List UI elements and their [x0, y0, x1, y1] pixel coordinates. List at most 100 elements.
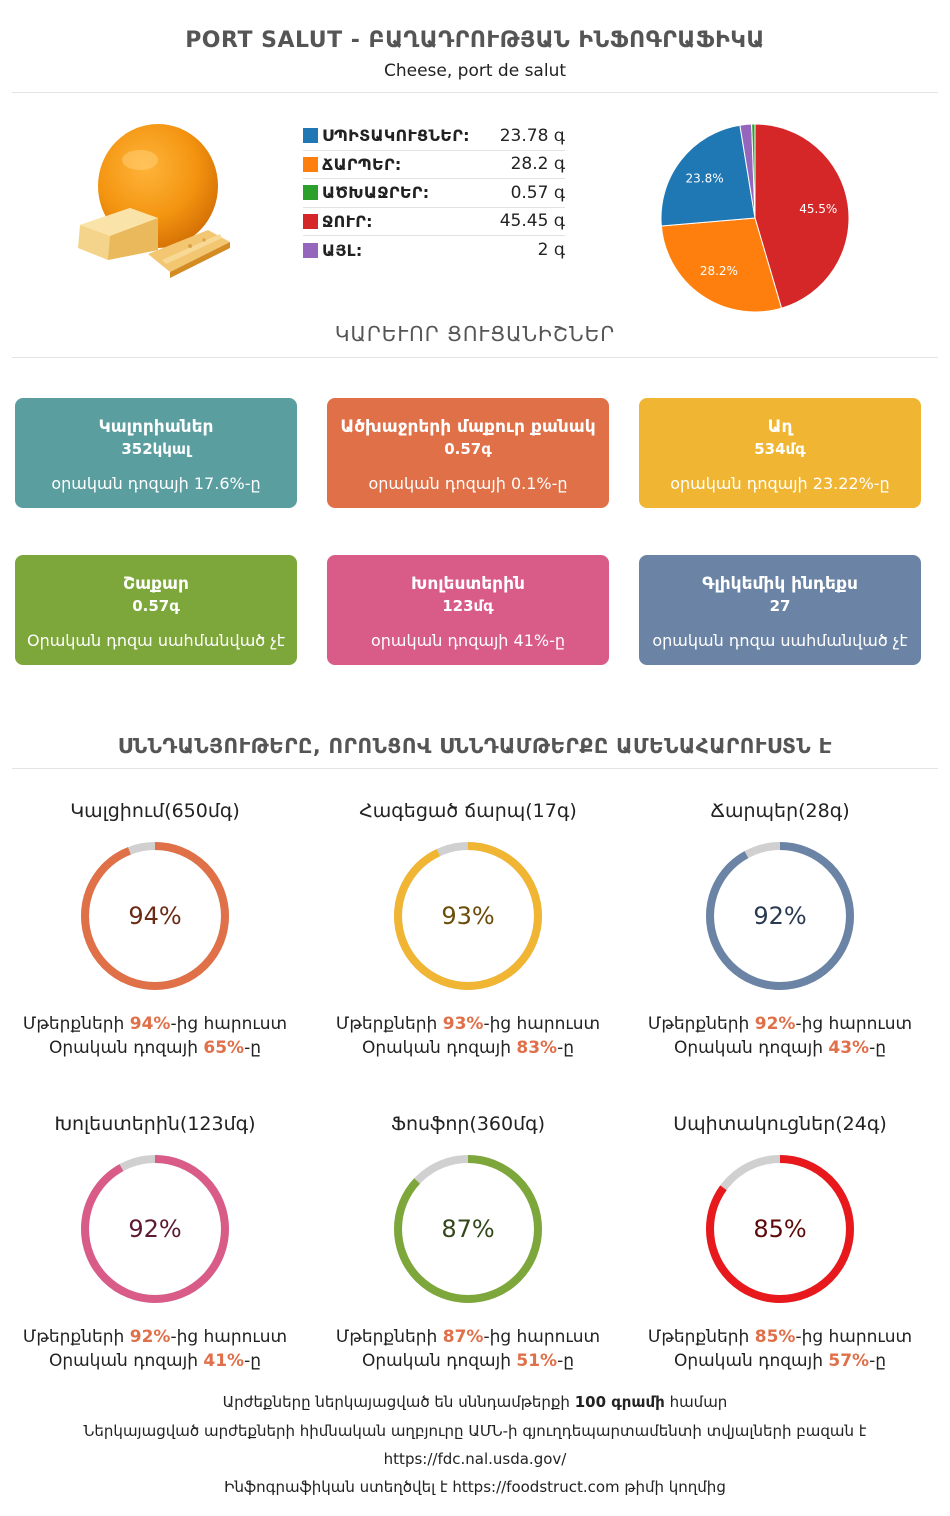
fat-swatch [303, 156, 318, 172]
nutrient-ring-cholesterol: Խոլեստերին(123մգ) 92% Մթերքների 92%-ից հ… [5, 1113, 305, 1371]
card-note: օրական դոզայի 23.22%-ը [670, 474, 890, 493]
pie-slice-label-0: 45.5% [799, 202, 837, 216]
other-swatch [303, 242, 318, 258]
ring-daily-line: Օրական դոզայի 83%-ը [361, 1038, 575, 1058]
macro-value: 23.78 գ [499, 125, 565, 146]
macronutrient-list: ՍՊԻՏԱԿՈՒՑՆԵՐ: 23.78 գ ՃԱՐՊԵՐ: 28.2 գ ԱԾԽ… [303, 122, 565, 265]
footer-credit: Ինֆոգրաֆիկան ստեղծվել է https://foodstru… [224, 1478, 726, 1496]
ring-daily-line: Օրական դոզայի 65%-ը [48, 1038, 262, 1058]
footer-source: Ներկայացված արժեքների հիմնական աղբյուրը … [83, 1422, 867, 1440]
divider [12, 357, 938, 358]
pie-slice-2 [660, 124, 756, 227]
ring-percent: 87% [441, 1215, 494, 1243]
composition-pie-chart: 45.5% 28.2% 23.8% [660, 123, 850, 313]
macro-label: ԱՅԼ: [322, 240, 363, 260]
card-glycemic-index: Գլիկեմիկ ինդեքս 27 օրական դոզա սահմանված… [639, 555, 921, 665]
ring-title: Խոլեստերին(123մգ) [54, 1113, 256, 1135]
cheese-image [78, 124, 230, 278]
nutrient-ring-calcium: Կալցիում(650մգ) 94% Մթերքների 94%-ից հար… [5, 800, 305, 1058]
card-net-carbs: Ածխաջրերի մաքուր քանակ 0.57գ օրական դոզա… [327, 398, 609, 508]
ring-rich-line: Մթերքների 93%-ից հարուստ [335, 1014, 601, 1034]
card-name: Շաքար [123, 574, 189, 594]
nutrient-ring-saturated-fat: Հագեցած ճարպ(17գ) 93% Մթերքների 93%-ից հ… [318, 800, 618, 1058]
progress-ring: 85% [706, 1155, 854, 1303]
card-note: Օրական դոզա սահմանված չէ [26, 631, 286, 650]
progress-ring: 93% [394, 842, 542, 990]
ring-arc [394, 842, 542, 990]
ring-rich-line: Մթերքների 87%-ից հարուստ [335, 1327, 601, 1347]
ring-rich-line: Մթերքների 92%-ից հարուստ [22, 1327, 288, 1347]
ring-rich-line: Մթերքների 92%-ից հարուստ [647, 1014, 913, 1034]
ring-percent: 85% [753, 1215, 806, 1243]
macro-label: ՃԱՐՊԵՐ: [322, 154, 402, 174]
card-calories: Կալորիաներ 352կկալ օրական դոզայի 17.6%-ը [15, 398, 297, 508]
ring-title: Հագեցած ճարպ(17գ) [359, 800, 577, 822]
macro-label: ԱԾԽԱՋՐԵՐ: [322, 183, 430, 203]
ring-percent: 94% [128, 902, 181, 930]
divider [12, 92, 938, 93]
divider [12, 768, 938, 769]
footer-source-link[interactable]: https://fdc.nal.usda.gov/ [383, 1450, 567, 1468]
card-name: Աղ [767, 417, 793, 437]
nutrient-ring-phosphorus: Ֆոսֆոր(360մգ) 87% Մթերքների 87%-ից հարու… [318, 1113, 618, 1371]
pie-slice-label-2: 23.8% [686, 172, 724, 186]
card-cholesterol: Խոլեստերին 123մգ օրական դոզայի 41%-ը [327, 555, 609, 665]
foodstruct-link[interactable]: https://foodstruct.com [452, 1478, 620, 1496]
ring-percent: 92% [753, 902, 806, 930]
card-note: օրական դոզա սահմանված չէ [652, 631, 908, 650]
ring-daily-line: Օրական դոզայի 51%-ը [361, 1351, 575, 1371]
card-value: 0.57գ [132, 597, 180, 615]
ring-daily-line: Օրական դոզայի 41%-ը [48, 1351, 262, 1371]
macro-value: 2 գ [537, 240, 565, 261]
ring-arc [706, 842, 854, 990]
protein-swatch [303, 128, 318, 144]
ring-title: Կալցիում(650մգ) [70, 800, 240, 822]
macro-row-protein: ՍՊԻՏԱԿՈՒՑՆԵՐ: 23.78 գ [303, 122, 565, 151]
progress-ring: 94% [81, 842, 229, 990]
card-name: Խոլեստերին [411, 574, 525, 594]
page-subtitle: Cheese, port de salut [383, 61, 567, 81]
card-value: 27 [769, 597, 791, 615]
card-value: 352կկալ [121, 440, 191, 458]
ring-title: Ճարպեր(28գ) [710, 800, 850, 822]
rich-nutrients-title: ՍՆՆԴԱՆՅՈՒԹԵՐԸ, ՈՐՈՆՑՈՎ ՍՆՆԴԱՄԹԵՐՔԸ ԱՄԵՆԱ… [117, 734, 833, 758]
macro-label: ՋՈՒՐ: [322, 211, 373, 231]
ring-title: Սպիտակուցներ(24գ) [673, 1113, 887, 1135]
ring-daily-line: Օրական դոզայի 43%-ը [673, 1038, 887, 1058]
card-value: 123մգ [442, 597, 494, 615]
ring-percent: 93% [441, 902, 494, 930]
ring-title: Ֆոսֆոր(360մգ) [390, 1113, 546, 1135]
card-note: օրական դոզայի 17.6%-ը [51, 474, 261, 493]
card-sugar: Շաքար 0.57գ Օրական դոզա սահմանված չէ [15, 555, 297, 665]
pie-slice-0 [754, 123, 850, 309]
ring-rich-line: Մթերքների 94%-ից հարուստ [22, 1014, 288, 1034]
card-note: օրական դոզայի 0.1%-ը [368, 474, 568, 493]
ring-rich-line: Մթերքների 85%-ից հարուստ [647, 1327, 913, 1347]
carbs-swatch [303, 185, 318, 201]
ring-arc [706, 1155, 854, 1303]
key-indicators-title: ԿԱՐԵՒՈՐ ՑՈՒՑԱՆԻՇՆԵՐ [334, 322, 616, 346]
pie-slice-4 [751, 123, 756, 219]
macro-row-other: ԱՅԼ: 2 գ [303, 236, 565, 265]
macro-value: 45.45 գ [499, 211, 565, 232]
ring-arc [394, 1155, 542, 1303]
card-name: Գլիկեմիկ ինդեքս [702, 574, 858, 594]
pie-slice-label-1: 28.2% [700, 264, 738, 278]
page-title: PORT SALUT - ԲԱՂԱԴՐՈՒԹՅԱՆ ԻՆՖՈԳՐԱՖԻԿԱ [185, 28, 765, 53]
macro-row-carbs: ԱԾԽԱՋՐԵՐ: 0.57 գ [303, 179, 565, 208]
pie-slice-1 [660, 217, 783, 313]
ring-arc [81, 842, 229, 990]
progress-ring: 92% [81, 1155, 229, 1303]
card-note: օրական դոզայի 41%-ը [371, 631, 565, 650]
ring-percent: 92% [128, 1215, 181, 1243]
nutrient-ring-fats: Ճարպեր(28գ) 92% Մթերքների 92%-ից հարուստ… [630, 800, 930, 1058]
card-name: Կալորիաներ [98, 417, 214, 437]
macro-value: 0.57 գ [510, 182, 565, 203]
macro-label: ՍՊԻՏԱԿՈՒՑՆԵՐ: [322, 126, 470, 146]
footer-note: Արժեքները ներկայացված են սննդամթերքի 100… [222, 1393, 728, 1411]
progress-ring: 92% [706, 842, 854, 990]
nutrient-ring-protein: Սպիտակուցներ(24գ) 85% Մթերքների 85%-ից հ… [630, 1113, 930, 1371]
macro-row-fat: ՃԱՐՊԵՐ: 28.2 գ [303, 151, 565, 179]
macro-value: 28.2 գ [510, 154, 565, 175]
progress-ring: 87% [394, 1155, 542, 1303]
